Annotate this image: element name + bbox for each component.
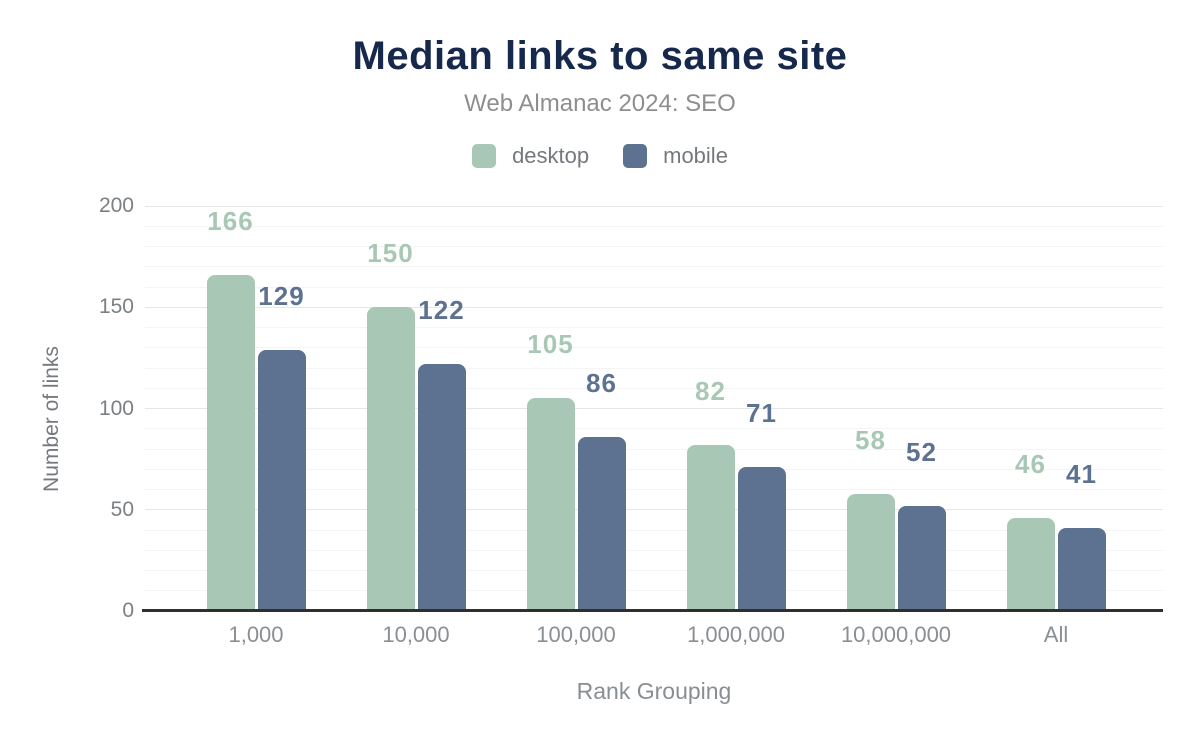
bar-col-desktop: 82 bbox=[686, 206, 735, 611]
bar-col-desktop: 166 bbox=[206, 205, 255, 611]
gridline-40 bbox=[145, 529, 1163, 531]
bar-mobile bbox=[737, 467, 786, 611]
bar-group-1000000: 82 71 bbox=[686, 206, 786, 611]
bar-desktop bbox=[686, 444, 735, 611]
bar-col-mobile: 129 bbox=[257, 206, 306, 611]
x-tick-label-100000: 100,000 bbox=[536, 622, 616, 647]
bar-mobile bbox=[417, 363, 466, 611]
x-tick-label-10000: 10,000 bbox=[382, 622, 450, 647]
gridline-120 bbox=[145, 367, 1163, 369]
value-label-mobile: 86 bbox=[586, 367, 617, 398]
value-label-desktop: 105 bbox=[527, 329, 574, 360]
desktop-swatch-icon bbox=[472, 144, 497, 168]
bar-mobile bbox=[577, 436, 626, 611]
x-tick-label-All: All bbox=[1043, 622, 1069, 647]
gridline-10 bbox=[145, 590, 1163, 592]
gridline-100 bbox=[145, 408, 1163, 409]
gridline-160 bbox=[145, 286, 1163, 288]
y-tick-label-200: 200 bbox=[98, 194, 134, 217]
bar-group-10000: 150 122 bbox=[366, 206, 466, 611]
chart-subtitle: Web Almanac 2024: SEO bbox=[464, 90, 736, 117]
bar-mobile bbox=[1057, 527, 1106, 611]
bar-desktop bbox=[206, 274, 255, 611]
value-label-mobile: 122 bbox=[418, 294, 465, 325]
gridline-170 bbox=[145, 266, 1163, 268]
gridline-110 bbox=[145, 387, 1163, 389]
gridline-150 bbox=[145, 306, 1163, 308]
chart-title: Median links to same site bbox=[352, 34, 848, 78]
gridline-80 bbox=[145, 448, 1163, 450]
bar-col-mobile: 52 bbox=[897, 206, 946, 611]
value-label-desktop: 166 bbox=[207, 205, 254, 236]
gridline-130 bbox=[145, 347, 1163, 349]
bar-group-All: 46 41 bbox=[1006, 206, 1106, 611]
bar-desktop bbox=[526, 398, 575, 611]
gridline-20 bbox=[145, 570, 1163, 571]
gridline-90 bbox=[145, 428, 1163, 430]
bar-col-desktop: 58 bbox=[846, 206, 895, 611]
plot-area: 166 129 1,000 150 122 10,000 105 86 100,000 82 71 1… bbox=[142, 205, 1163, 647]
bar-col-mobile: 122 bbox=[417, 206, 466, 611]
bar-col-mobile: 86 bbox=[577, 206, 626, 611]
legend-label-desktop: desktop bbox=[512, 143, 590, 168]
bar-col-mobile: 71 bbox=[737, 206, 786, 611]
y-axis-tick-labels: 0 50 100 150 200 bbox=[0, 195, 134, 622]
value-label-desktop: 46 bbox=[1015, 448, 1046, 479]
legend-item-mobile: mobile bbox=[623, 143, 728, 169]
value-label-desktop: 82 bbox=[695, 375, 726, 406]
x-axis-title: Rank Grouping bbox=[576, 678, 732, 704]
gridline-70 bbox=[145, 468, 1163, 470]
x-tick-label-1000: 1,000 bbox=[228, 622, 284, 647]
x-axis-line bbox=[142, 609, 1163, 612]
gridline-180 bbox=[145, 246, 1163, 247]
value-label-mobile: 41 bbox=[1066, 458, 1097, 489]
value-label-mobile: 71 bbox=[746, 398, 777, 429]
gridline-30 bbox=[145, 549, 1163, 551]
bar-desktop bbox=[1006, 517, 1055, 611]
y-tick-label-100: 100 bbox=[98, 396, 134, 420]
x-tick-label-1000000: 1,000,000 bbox=[687, 622, 785, 647]
y-tick-label-50: 50 bbox=[110, 497, 134, 521]
gridline-50 bbox=[145, 509, 1163, 511]
bar-col-desktop: 46 bbox=[1006, 206, 1055, 611]
bar-desktop bbox=[366, 307, 415, 611]
gridline-190 bbox=[145, 225, 1163, 227]
value-label-mobile: 52 bbox=[906, 436, 937, 467]
legend-label-mobile: mobile bbox=[663, 143, 728, 168]
bar-group-100000: 105 86 bbox=[526, 206, 626, 611]
bar-desktop bbox=[846, 493, 895, 611]
bar-col-desktop: 150 bbox=[366, 206, 415, 611]
value-label-mobile: 129 bbox=[258, 280, 305, 311]
x-tick-label-10000000: 10,000,000 bbox=[840, 622, 952, 647]
bar-mobile bbox=[897, 505, 946, 611]
legend: desktop mobile bbox=[0, 143, 1200, 169]
y-tick-label-150: 150 bbox=[98, 295, 134, 319]
bar-col-desktop: 105 bbox=[526, 206, 575, 611]
bar-group-1000: 166 129 bbox=[206, 205, 306, 611]
legend-item-desktop: desktop bbox=[472, 143, 589, 169]
bar-group-10000000: 58 52 bbox=[846, 206, 946, 611]
gridline-200 bbox=[145, 205, 1163, 207]
value-label-desktop: 58 bbox=[855, 424, 886, 455]
bar-col-mobile: 41 bbox=[1057, 206, 1106, 611]
mobile-swatch-icon bbox=[623, 144, 648, 168]
y-tick-label-0: 0 bbox=[122, 599, 134, 622]
value-label-desktop: 150 bbox=[367, 238, 414, 269]
gridline-60 bbox=[145, 489, 1163, 490]
bar-mobile bbox=[257, 349, 306, 611]
gridline-140 bbox=[145, 327, 1163, 328]
